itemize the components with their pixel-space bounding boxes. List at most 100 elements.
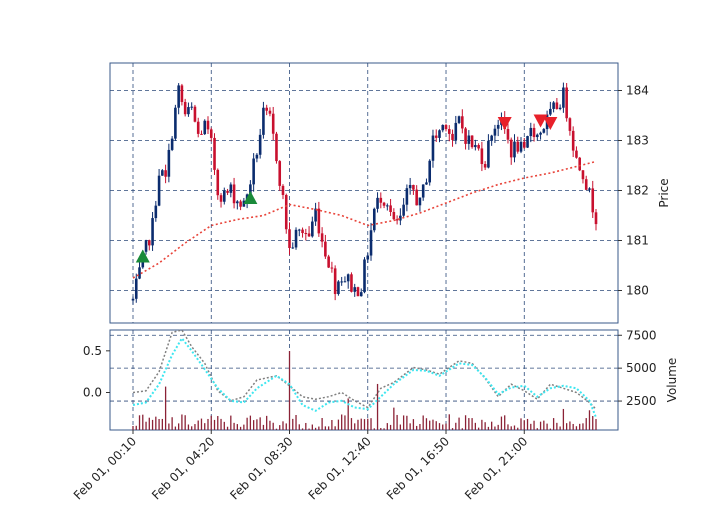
price-tick-label: 182 (626, 184, 649, 198)
price-axis-label: Price (657, 178, 671, 207)
x-axis: Feb 01, 00:10 Feb 01, 04:20 Feb 01, 08:30 F… (71, 430, 530, 502)
candle-body (591, 188, 595, 213)
candle-body (415, 189, 418, 206)
candle-body (213, 137, 216, 170)
candle-body (330, 267, 334, 269)
candle-body (454, 122, 458, 140)
price-panel: 180 181 182 183 184 (109, 62, 649, 324)
candle-body (513, 141, 516, 158)
candle-body (196, 121, 200, 134)
candle-body (562, 87, 565, 108)
lower-panel-frame (109, 329, 619, 431)
price-tick-label: 184 (626, 84, 649, 98)
osc-tick-label: 0.0 (83, 386, 102, 400)
sell-marker (543, 117, 558, 130)
candle-body (317, 208, 321, 234)
candle-body (425, 182, 428, 185)
candle-body (193, 106, 197, 122)
candle-body (594, 212, 598, 225)
candle-body (408, 184, 412, 189)
candle-body (307, 233, 311, 237)
candle-body (386, 205, 389, 207)
candle-body (304, 233, 308, 235)
candle-body (180, 85, 184, 102)
price-tick-label: 183 (626, 134, 649, 148)
candle-body (359, 292, 363, 297)
candle-body (464, 128, 467, 144)
candle-body (320, 233, 324, 242)
candle-body (402, 204, 405, 216)
buy-marker (135, 249, 150, 263)
x-tick-label: Feb 01, 00:10 (71, 434, 139, 502)
candle-body (255, 154, 259, 159)
candle-body (134, 278, 138, 299)
candle-body (170, 138, 174, 150)
volume-tick-label: 7500 (626, 328, 657, 342)
candle-body (519, 141, 523, 152)
candle-body (529, 127, 533, 137)
candle-body (138, 267, 141, 279)
volume-tick-label: 2500 (626, 394, 657, 408)
candle-body (522, 141, 526, 148)
sma-line (132, 160, 597, 279)
candle-body (268, 110, 272, 114)
candle-body (526, 136, 529, 148)
x-tick-label: Feb 01, 16:50 (384, 434, 452, 502)
candle-body (395, 219, 399, 221)
candle-body (131, 298, 135, 301)
candle-body (252, 158, 255, 185)
candle-body (405, 188, 409, 205)
candle-body (148, 240, 151, 246)
candle-body (333, 268, 337, 295)
candle-body (568, 118, 572, 131)
candle-body (232, 184, 236, 204)
candle-body (294, 229, 298, 248)
candle-body (369, 230, 373, 256)
candle-body (157, 175, 161, 206)
candle-body (382, 202, 386, 206)
candle-body (151, 218, 154, 246)
candle-body (487, 140, 490, 168)
candle-body (337, 281, 340, 295)
candle-body (236, 201, 239, 204)
candle-body (532, 127, 536, 138)
candle-body (571, 130, 575, 151)
candle-body (216, 169, 220, 196)
candle-body (496, 124, 500, 129)
candle-body (340, 281, 343, 283)
candle-body (549, 108, 552, 115)
price-tick-label: 180 (626, 284, 649, 298)
candle-body (164, 170, 167, 177)
candle-body (542, 129, 546, 133)
candle-body (144, 240, 148, 252)
candle-body (558, 107, 562, 109)
candle-body (588, 188, 591, 190)
candle-body (363, 259, 366, 293)
candle-body (288, 229, 291, 249)
candle-body (353, 287, 357, 292)
candle-body (356, 287, 360, 297)
candle-body (516, 141, 520, 152)
candle-body (284, 194, 288, 230)
candle-body (271, 113, 275, 134)
candle-body (565, 87, 568, 119)
candle-body (278, 161, 282, 186)
candle-body (314, 208, 317, 222)
candle-body (584, 179, 588, 190)
candle-body (190, 106, 193, 108)
candle-body (291, 247, 295, 249)
candle-body (418, 197, 422, 206)
candle-body (467, 135, 471, 144)
candle-body (372, 208, 376, 231)
osc-cyan-line (132, 336, 597, 418)
candle-body (536, 134, 539, 138)
candle-body (376, 197, 379, 209)
candle-body (311, 221, 314, 237)
osc-gray-line (132, 329, 597, 410)
candle-body (346, 274, 350, 282)
candle-body (249, 184, 252, 195)
candle-body (209, 129, 213, 138)
buy-marker (243, 191, 258, 204)
candle-body (281, 185, 285, 195)
